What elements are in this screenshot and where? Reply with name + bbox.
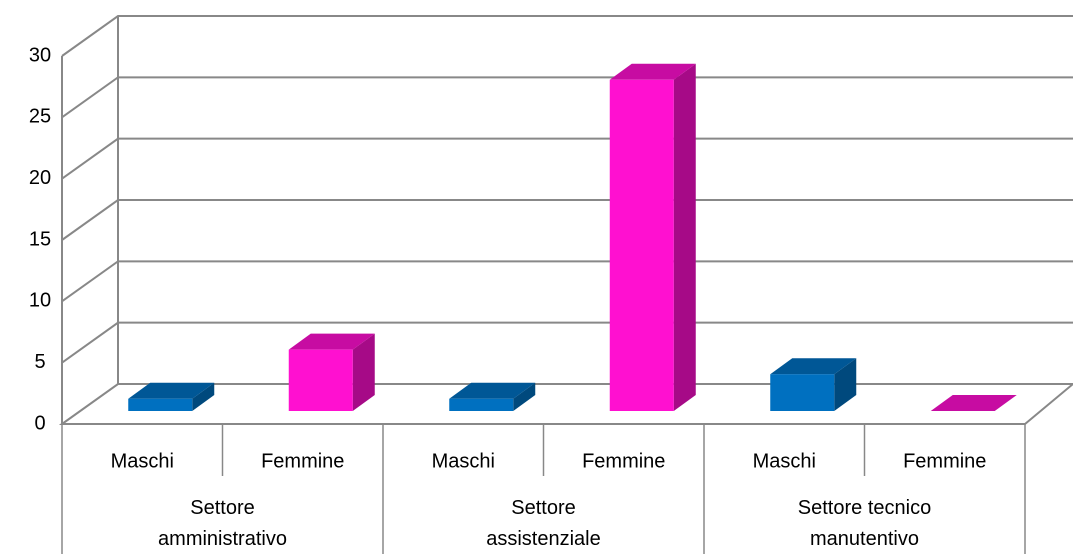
x-tick-label: Femmine bbox=[261, 450, 344, 472]
bar-front bbox=[128, 398, 193, 411]
grid-line bbox=[61, 260, 1073, 303]
x-tick-label: Femmine bbox=[903, 450, 986, 472]
bar-front bbox=[449, 398, 514, 411]
bar bbox=[449, 382, 536, 411]
bar-front bbox=[609, 79, 674, 412]
bar-side bbox=[673, 63, 696, 412]
grid-line bbox=[61, 76, 1073, 119]
bar bbox=[770, 358, 857, 411]
grid-line bbox=[61, 321, 1073, 364]
bar bbox=[128, 382, 215, 411]
group-label: Settore amministrativo bbox=[158, 497, 287, 550]
group-label: Settore tecnico manutentivo bbox=[797, 497, 932, 550]
y-tick-label: 10 bbox=[29, 290, 51, 312]
x-tick-label: Maschi bbox=[753, 450, 816, 472]
x-tick-label: Maschi bbox=[111, 450, 174, 472]
y-tick-label: 5 bbox=[34, 351, 45, 373]
x-tick-label: Femmine bbox=[582, 450, 665, 472]
group-label: Settore assistenziale bbox=[486, 497, 601, 550]
bar bbox=[288, 333, 375, 411]
bar-top bbox=[770, 358, 857, 375]
grid-line bbox=[61, 15, 1073, 57]
bar-top bbox=[128, 382, 215, 399]
bar-top bbox=[609, 63, 696, 80]
bar bbox=[609, 63, 696, 412]
bar-front bbox=[288, 349, 353, 411]
y-tick-label: 20 bbox=[29, 167, 51, 189]
bar-side bbox=[192, 382, 215, 411]
grid-line bbox=[61, 137, 1073, 180]
x-tick-label: Maschi bbox=[432, 450, 495, 472]
bar-top bbox=[288, 333, 375, 350]
grid-line bbox=[61, 199, 1073, 241]
bar-top bbox=[449, 382, 536, 399]
bar-front bbox=[770, 374, 835, 411]
y-tick-label: 25 bbox=[29, 106, 51, 128]
y-tick-label: 30 bbox=[29, 44, 51, 66]
bar bbox=[930, 395, 1017, 411]
bar-side bbox=[352, 333, 375, 411]
bar-top bbox=[930, 395, 1017, 411]
y-tick-label: 15 bbox=[29, 228, 51, 250]
bar-side bbox=[513, 382, 536, 411]
y-tick-label: 0 bbox=[34, 412, 45, 434]
bar-side bbox=[834, 358, 857, 411]
